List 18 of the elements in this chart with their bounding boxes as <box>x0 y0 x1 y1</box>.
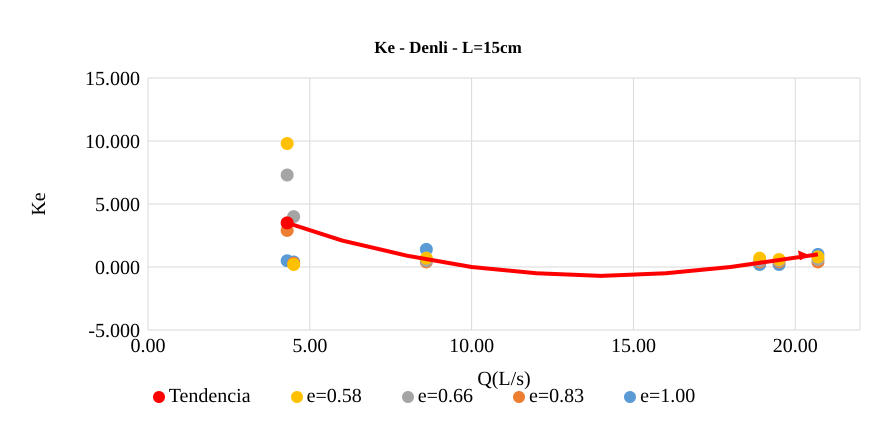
y-tick-label: 15.000 <box>85 68 140 90</box>
x-axis-title: Q(L/s) <box>477 368 531 390</box>
y-tick-label: 5.000 <box>95 194 140 216</box>
legend-label: e=0.58 <box>306 385 362 407</box>
legend-label: e=1.00 <box>640 385 696 407</box>
y-tick-label: 10.000 <box>85 131 140 154</box>
y-tick-label: 0.000 <box>95 257 140 280</box>
y-axis-title: Ke <box>28 192 50 216</box>
legend-label: Tendencia <box>168 385 251 407</box>
chart-title: Ke - Denli - L=15cm <box>373 37 523 58</box>
point <box>280 137 294 150</box>
legend-label: e=0.66 <box>418 385 473 407</box>
x-tick-label: 10.00 <box>449 335 494 358</box>
x-tick-label: 20.00 <box>772 335 818 358</box>
x-tick-label: 5.00 <box>292 335 328 358</box>
point <box>280 168 294 182</box>
legend-label: e=0.83 <box>528 385 584 407</box>
x-tick-label: 15.00 <box>610 335 656 358</box>
